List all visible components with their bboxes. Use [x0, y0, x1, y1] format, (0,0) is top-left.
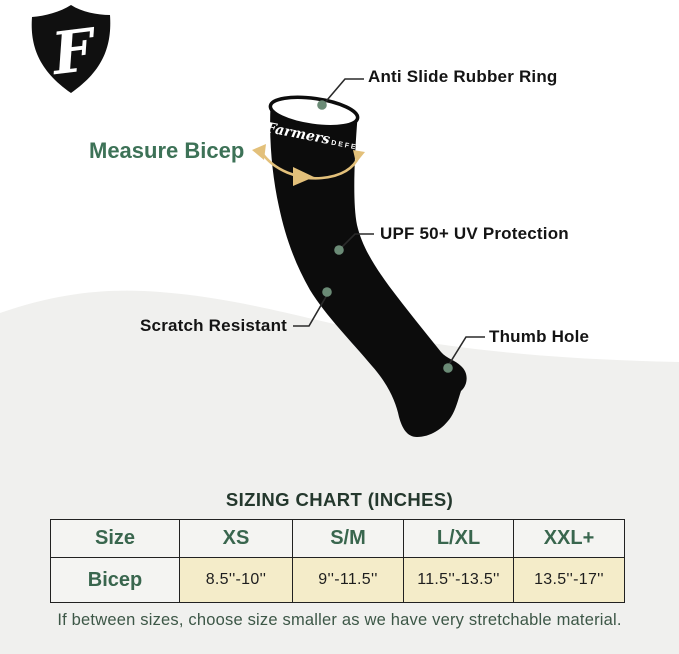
callout-line-thumb [447, 336, 485, 367]
bicep-lxl-value: 11.5''-13.5'' [403, 557, 514, 603]
sizing-table: Size XS S/M L/XL XXL+ Bicep 8.5''-10'' 9… [50, 519, 625, 603]
bicep-xxl-value: 13.5''-17'' [513, 557, 625, 603]
ring-marker-dot-icon [317, 100, 327, 110]
brand-shield-logo-icon: F [31, 5, 111, 93]
size-sm-header: S/M [292, 519, 404, 558]
upf-marker-dot-icon [334, 245, 344, 255]
sizing-table-header-row: Size XS S/M L/XL XXL+ [50, 519, 625, 558]
sizing-note: If between sizes, choose size smaller as… [57, 611, 622, 629]
callout-upf-label: UPF 50+ UV Protection [380, 224, 569, 243]
callout-thumb-label: Thumb Hole [489, 327, 590, 346]
size-xs-header: XS [179, 519, 293, 558]
callout-line-upf [338, 233, 374, 251]
measure-arrow-icon [252, 144, 365, 186]
callout-ring-label: Anti Slide Rubber Ring [368, 67, 558, 86]
size-column-header: Size [50, 519, 180, 558]
arm-sleeve [270, 106, 467, 437]
bicep-xs-value: 8.5''-10'' [179, 557, 293, 603]
bicep-row-label: Bicep [50, 557, 180, 603]
callout-scratch-label: Scratch Resistant [140, 316, 288, 335]
sizing-table-bicep-row: Bicep 8.5''-10'' 9''-11.5'' 11.5''-13.5'… [50, 557, 625, 603]
sizing-chart-title: SIZING CHART (INCHES) [225, 489, 454, 510]
size-lxl-header: L/XL [403, 519, 514, 558]
thumb-marker-dot-icon [443, 363, 453, 373]
scratch-marker-dot-icon [322, 287, 332, 297]
callout-line-ring [321, 78, 364, 107]
bicep-sm-value: 9''-11.5'' [292, 557, 404, 603]
callout-measure-label: Measure Bicep [89, 138, 245, 163]
sleeve-opening [268, 95, 360, 129]
size-xxl-header: XXL+ [513, 519, 625, 558]
callout-line-scratch [293, 294, 328, 327]
